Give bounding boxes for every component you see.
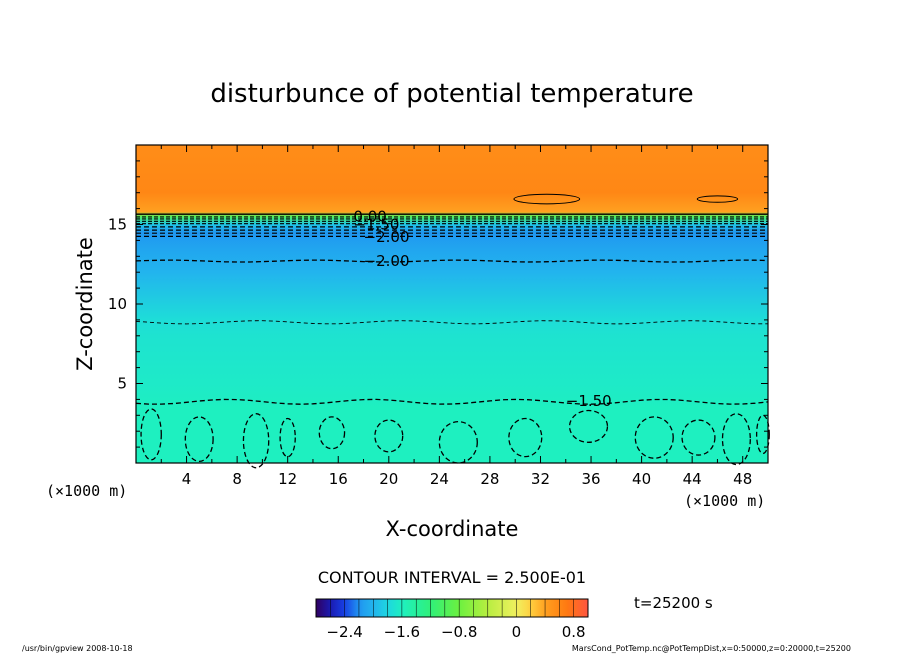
y-axis-ticks: 5 10 15 <box>108 160 768 448</box>
colorbar-frame <box>315 598 589 618</box>
contour-cell <box>755 414 770 455</box>
contour-cell <box>279 417 296 458</box>
contour-cell <box>568 409 609 443</box>
x-tick-label: 4 <box>182 470 192 488</box>
contour-cell <box>696 195 739 203</box>
contour-cell <box>513 193 581 205</box>
footer-right: MarsCond_PotTemp.nc@PotTempDist,x=0:5000… <box>572 644 851 653</box>
contour-label: −1.50 <box>353 216 399 234</box>
x-tick-label: 28 <box>480 470 499 488</box>
x-tick-label: 12 <box>278 470 297 488</box>
x-unit-left: (×1000 m) <box>46 482 127 500</box>
x-unit-right: (×1000 m) <box>684 492 765 510</box>
x-tick-label: 32 <box>531 470 550 488</box>
colorbar-ticks: −2.4 −1.6 −0.8 0 0.8 <box>326 599 586 641</box>
contour-line <box>135 398 769 405</box>
plot-area: 0.00−1.50−2.00−2.00−1.50 4 8 12 16 20 24 28 32 3… <box>108 144 770 488</box>
contour-label: 0.00 <box>353 208 386 226</box>
x-tick-label: 16 <box>329 470 348 488</box>
contour-cell <box>634 416 674 459</box>
contour-cell <box>508 417 543 458</box>
colorbar: −2.4 −1.6 −0.8 0 0.8 <box>315 598 589 641</box>
contour-line <box>135 259 769 263</box>
footer-left: /usr/bin/gpview 2008-10-18 <box>22 644 133 653</box>
colorbar-tick-label: −0.8 <box>441 623 477 641</box>
contour-cell <box>318 416 346 450</box>
colorbar-tick-label: −1.6 <box>384 623 420 641</box>
x-tick-label: 36 <box>581 470 600 488</box>
x-tick-label: 48 <box>733 470 752 488</box>
x-tick-label: 40 <box>632 470 651 488</box>
contour-cell <box>438 421 478 464</box>
contour-lines <box>135 193 770 469</box>
contour-cell <box>184 416 214 463</box>
time-label: t=25200 s <box>634 594 713 612</box>
chart-title: disturbunce of potential temperature <box>210 79 693 109</box>
y-tick-label: 5 <box>117 375 127 393</box>
y-tick-label: 15 <box>108 216 127 234</box>
colorbar-fill <box>316 599 588 617</box>
contour-cell <box>242 413 270 469</box>
contour-label: −2.00 <box>364 252 410 270</box>
contour-interval-text: CONTOUR INTERVAL = 2.500E-01 <box>318 568 586 587</box>
contour-labels: 0.00−1.50−2.00−2.00−1.50 <box>353 208 611 410</box>
x-tick-label: 24 <box>430 470 449 488</box>
y-tick-label: 10 <box>108 295 127 313</box>
contour-label: −1.50 <box>566 392 612 410</box>
contour-label: −2.00 <box>364 228 410 246</box>
x-axis-label: X-coordinate <box>386 517 519 541</box>
colorbar-tick-label: 0 <box>512 623 522 641</box>
x-axis-ticks: 4 8 12 16 20 24 28 32 36 40 44 48 <box>160 145 752 488</box>
colorbar-tick-label: −2.4 <box>326 623 362 641</box>
contour-cell <box>374 419 404 453</box>
contour-line <box>135 320 768 325</box>
x-tick-label: 8 <box>232 470 242 488</box>
colorbar-tick-label: 0.8 <box>562 623 586 641</box>
contour-cell <box>681 419 716 456</box>
y-axis-label: Z-coordinate <box>73 237 97 371</box>
contour-cell <box>721 413 751 466</box>
contour-cell <box>140 408 162 461</box>
temperature-field <box>136 145 768 463</box>
x-tick-label: 44 <box>683 470 702 488</box>
x-tick-label: 20 <box>379 470 398 488</box>
